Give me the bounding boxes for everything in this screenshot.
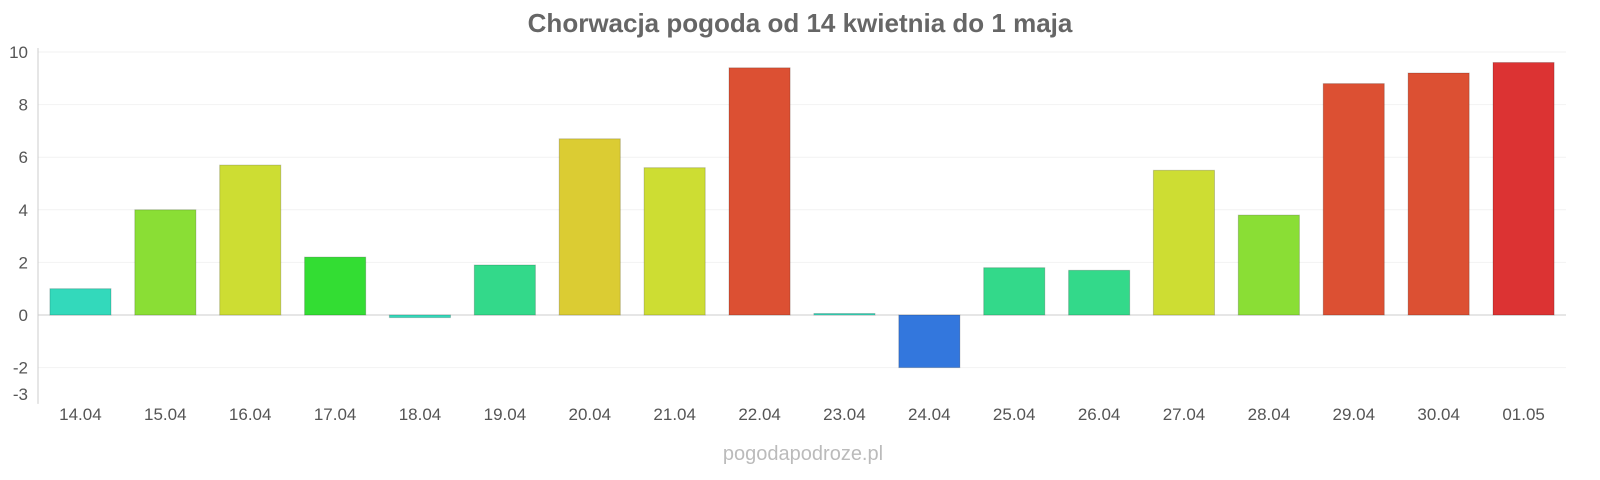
x-tick-label: 17.04 [314,405,357,424]
x-axis-ticks: 14.04 15.04 16.04 17.04 18.04 19.04 20.04 21.04… [59,405,1545,424]
x-tick-label: 24.04 [908,405,951,424]
y-tick-label: -2 [13,359,28,378]
bar-14.04 [49,288,112,316]
x-tick-label: 15.04 [144,405,187,424]
x-tick-label: 18.04 [399,405,442,424]
y-tick-label: 6 [19,148,28,167]
bar-24.04 [898,314,961,369]
x-tick-label: 23.04 [823,405,866,424]
bar-23.04 [813,313,876,316]
bar-29.04 [1322,83,1385,316]
x-tick-label: 28.04 [1248,405,1291,424]
x-tick-label: 30.04 [1417,405,1460,424]
y-tick-label: 10 [9,43,28,62]
chart-title: Chorwacja pogoda od 14 kwietnia do 1 maj… [528,8,1073,38]
y-tick-label: 8 [19,96,28,115]
x-tick-label: 27.04 [1163,405,1206,424]
x-tick-label: 22.04 [738,405,781,424]
bar-21.04 [643,167,706,316]
watermark-text: pogodapodroze.pl [723,443,883,465]
bar-25.04 [983,267,1046,316]
bar-15.04 [134,209,197,316]
bar-19.04 [473,264,536,316]
x-tick-label: 29.04 [1333,405,1376,424]
bar-16.04 [219,164,282,316]
x-tick-label: 20.04 [569,405,612,424]
x-tick-label: 26.04 [1078,405,1121,424]
grid-lines [38,51,1566,369]
x-tick-label: 14.04 [59,405,102,424]
x-tick-label: 01.05 [1502,405,1545,424]
bars [49,62,1555,369]
y-tick-label: -3 [13,385,28,404]
bar-26.04 [1068,269,1131,316]
x-tick-label: 21.04 [653,405,696,424]
y-tick-label: 0 [19,306,28,325]
x-tick-label: 25.04 [993,405,1036,424]
axes [37,48,1566,404]
bar-30.04 [1407,72,1470,316]
y-tick-label: 2 [19,253,28,272]
y-axis-ticks: -3 -2 0 2 4 6 8 10 [9,43,28,404]
bar-18.04 [388,314,451,319]
y-tick-label: 4 [19,201,28,220]
bar-20.04 [558,138,621,316]
bar-22.04 [728,67,791,316]
bar-28.04 [1237,214,1300,316]
x-tick-label: 19.04 [484,405,527,424]
bar-27.04 [1152,169,1216,316]
bar-17.04 [304,256,367,316]
bar-01.05 [1492,62,1555,316]
x-tick-label: 16.04 [229,405,272,424]
